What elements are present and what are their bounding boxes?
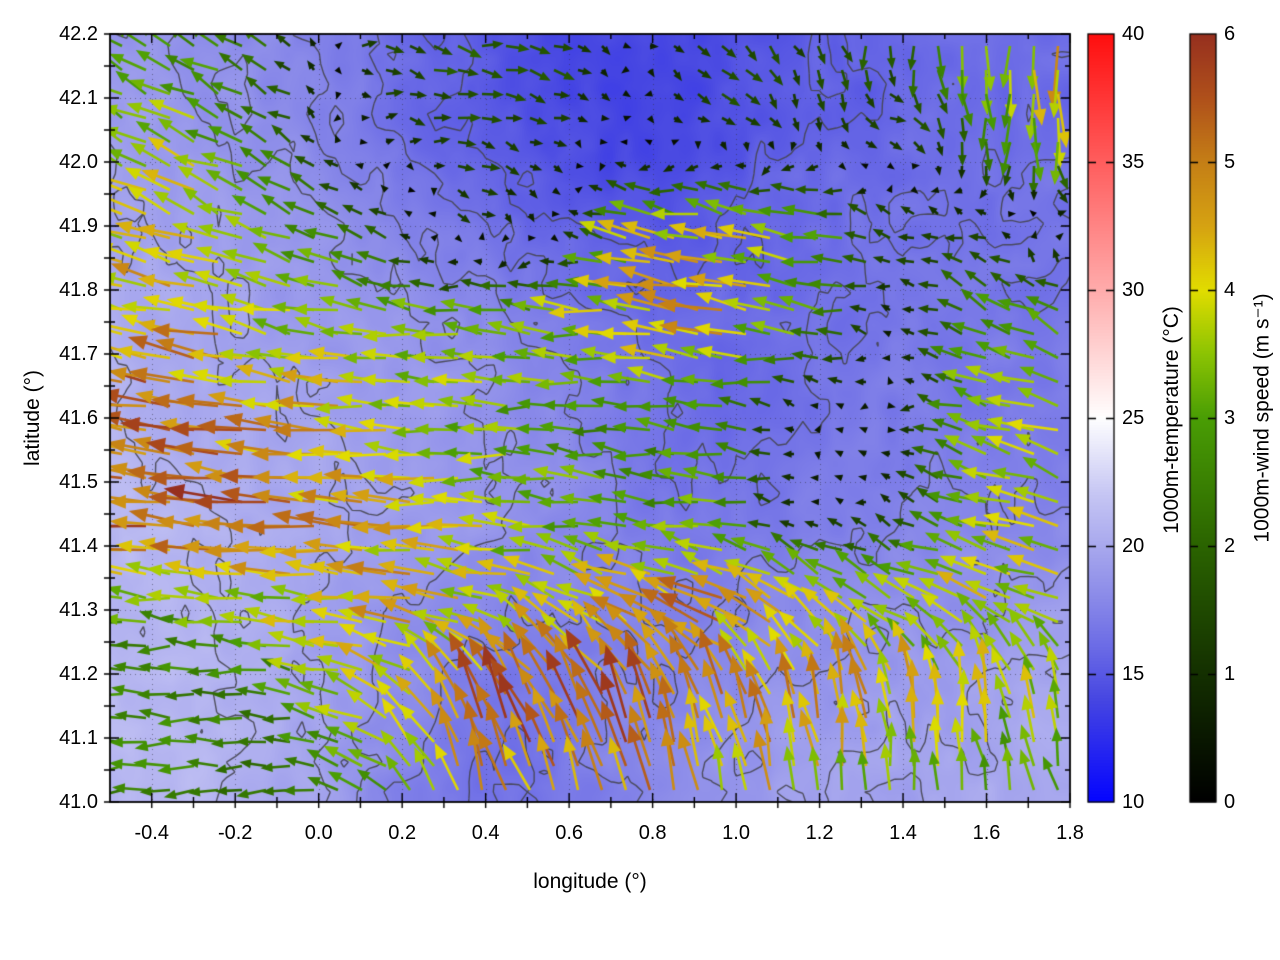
colorbar-windspeed-tick-label: 4 [1224, 279, 1236, 301]
colorbar-windspeed-tick-label: 1 [1224, 663, 1236, 685]
colorbar-temperature-tick-label: 20 [1122, 535, 1145, 557]
x-axis-tick-label: 1.2 [805, 822, 834, 844]
colorbar-temperature-tick-label: 40 [1122, 23, 1145, 45]
x-axis-tick-label: 0.6 [555, 822, 584, 844]
colorbar-windspeed-tick-label: 0 [1224, 791, 1236, 813]
x-axis-tick-label: -0.2 [217, 822, 253, 844]
x-axis-tick-label: 0.0 [304, 822, 333, 844]
x-axis-tick-label: 0.2 [388, 822, 417, 844]
x-axis-tick-label: 0.4 [471, 822, 500, 844]
x-axis-tick-label: -0.4 [134, 822, 169, 844]
y-axis-tick-label: 41.0 [59, 790, 98, 813]
y-axis-tick-label: 41.5 [59, 470, 98, 493]
y-axis-tick-label: 41.7 [59, 342, 98, 365]
y-axis-tick-label: 41.2 [59, 662, 98, 685]
y-axis-tick-label: 42.1 [59, 86, 98, 109]
colorbar-windspeed-tick-label: 2 [1224, 535, 1236, 557]
colorbar-windspeed-tick-label: 5 [1224, 151, 1236, 173]
colorbar-windspeed-tick-label: 3 [1224, 407, 1236, 429]
x-axis-tick-label: 1.0 [722, 822, 750, 844]
x-axis-tick-label: 1.6 [972, 822, 1001, 844]
y-axis-tick-label: 41.8 [59, 278, 98, 301]
y-axis-tick-label: 41.1 [59, 726, 98, 749]
colorbar-temperature-tick-label: 25 [1122, 407, 1145, 429]
colorbar-temperature-tick-label: 30 [1122, 279, 1145, 301]
y-axis-tick-label: 42.0 [59, 150, 98, 173]
x-axis-tick-label: 1.4 [889, 822, 917, 844]
y-axis-tick-label: 41.3 [59, 598, 98, 621]
y-axis-tick-label: 41.4 [59, 534, 98, 557]
colorbar-temperature-tick-label: 15 [1122, 663, 1145, 685]
colorbar-temperature-tick-label: 10 [1122, 791, 1145, 813]
y-axis-tick-label: 41.6 [59, 406, 98, 429]
x-axis-tick-label: 1.8 [1056, 822, 1084, 844]
y-axis-tick-label: 41.9 [59, 214, 98, 237]
x-axis-title: longitude (°) [533, 870, 647, 893]
colorbar-windspeed-tick-label: 6 [1224, 23, 1236, 45]
colorbar-temperature-tick-label: 35 [1122, 151, 1145, 173]
x-axis-tick-label: 0.8 [638, 822, 667, 844]
y-axis-tick-label: 42.2 [59, 22, 98, 45]
